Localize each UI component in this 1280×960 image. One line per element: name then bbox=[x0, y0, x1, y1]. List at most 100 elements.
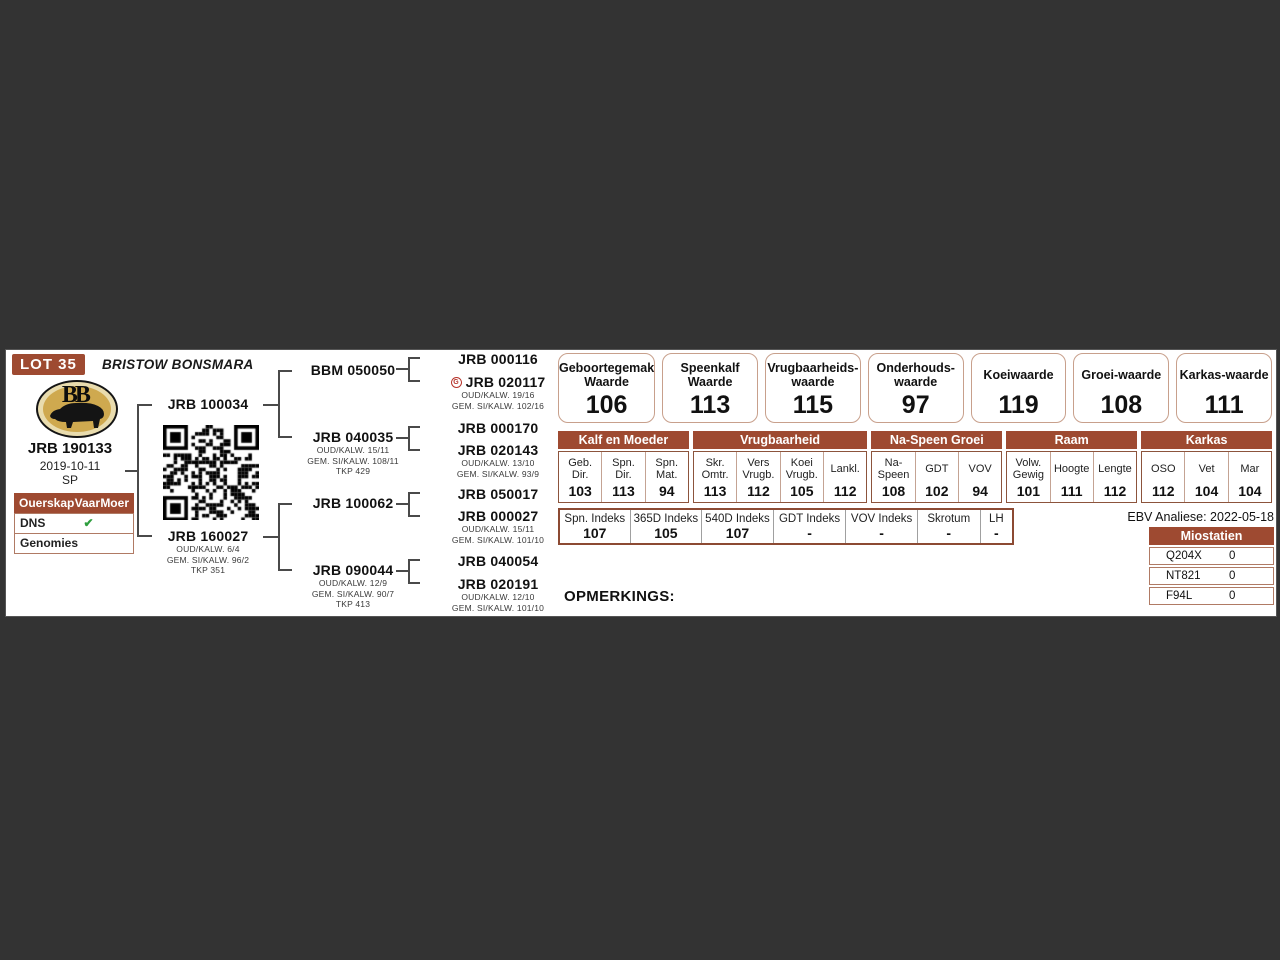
pedigree-animal-id: JRB 020143 bbox=[457, 442, 539, 458]
ebv-cell-value: 94 bbox=[972, 483, 988, 499]
pedigree-bracket-gg1 bbox=[408, 357, 420, 382]
index-cell: LH - bbox=[979, 510, 1012, 543]
ebv-group-header: Na-Speen Groei bbox=[871, 431, 1003, 449]
pedigree-animal-id: JRB 090044 bbox=[312, 562, 394, 578]
pedigree-great-grandparent: JRB 000027 OUD/KALW. 15/11 GEM. SI/KALW.… bbox=[438, 508, 558, 545]
index-cell: Spn. Indeks 107 bbox=[560, 510, 630, 543]
pedigree-bracket-parents bbox=[137, 404, 152, 537]
ebv-cell-label: Na-Speen bbox=[877, 456, 910, 481]
ebv-cell: Spn. Mat. 94 bbox=[644, 452, 688, 502]
ebv-group-header: Vrugbaarheid bbox=[692, 431, 868, 449]
miostatien-table: Miostatien Q204X 0 NT821 0 F94L 0 bbox=[1149, 527, 1274, 605]
ebv-cell-label: Skr. Omtr. bbox=[701, 456, 729, 481]
pedigree-detail: OUD/KALW. 6/4 bbox=[176, 544, 240, 554]
ebv-cell: Vet 104 bbox=[1184, 452, 1227, 502]
ebv-cell-value: 112 bbox=[833, 483, 857, 499]
index-cell: 365D Indeks 105 bbox=[629, 510, 702, 543]
pedigree-detail: GEM. SI/KALW. 93/9 bbox=[456, 468, 540, 479]
ebv-group-kalf-en-moeder: Kalf en Moeder Geb. Dir. 103 Spn. Dir. 113… bbox=[558, 431, 689, 503]
ebv-cell: Lankl. 112 bbox=[823, 452, 866, 502]
parentage-table: Ouerskap Vaar Moer DNS ✔ Genomies bbox=[14, 493, 134, 554]
value-box-karkas: Karkas-waarde 111 bbox=[1176, 353, 1273, 423]
miostatien-header: Miostatien bbox=[1149, 527, 1274, 545]
gene-value: 0 bbox=[1229, 550, 1236, 562]
ebv-group-body: Volw. Gewig 101 Hoogte 111 Lengte 112 bbox=[1006, 451, 1138, 503]
ebv-cell-label: Mar bbox=[1240, 462, 1260, 475]
pedigree-connector bbox=[396, 503, 409, 505]
pedigree-grandparent: JRB 090044 OUD/KALW. 12/9 GEM. SI/KALW. … bbox=[293, 562, 413, 610]
ebv-cell-value: 113 bbox=[612, 483, 635, 499]
pedigree-great-grandparent: JRB 050017 bbox=[438, 486, 558, 502]
value-box-label: Koeiwaarde bbox=[983, 368, 1054, 382]
ebv-cell-value: 112 bbox=[747, 483, 770, 499]
ebv-group-body: Geb. Dir. 103 Spn. Dir. 113 Spn. Mat. 94 bbox=[558, 451, 689, 503]
ebv-cell-label: OSO bbox=[1151, 462, 1176, 475]
miostatien-row: NT821 0 bbox=[1149, 567, 1274, 585]
pedigree-connector bbox=[263, 536, 279, 538]
value-box-value: 106 bbox=[585, 391, 628, 419]
parentage-header-vaar: Vaar bbox=[74, 496, 101, 510]
index-label: Skrotum bbox=[927, 513, 971, 525]
pedigree-bracket-dam bbox=[278, 503, 292, 571]
parentage-row-genomies: Genomies bbox=[15, 533, 133, 553]
remarks-label: OPMERKINGS: bbox=[564, 588, 675, 605]
pedigree-animal-id: JRB 000116 bbox=[458, 351, 538, 367]
parentage-row-dns: DNS ✔ bbox=[15, 514, 133, 533]
ebv-cell-label: Vers Vrugb. bbox=[742, 456, 775, 481]
ebv-group-header: Raam bbox=[1006, 431, 1138, 449]
pedigree-detail: GEM. SI/KALW. 96/2 bbox=[166, 554, 250, 565]
ebv-cell-value: 101 bbox=[1016, 483, 1041, 499]
ebv-table: Kalf en Moeder Geb. Dir. 103 Spn. Dir. 113… bbox=[558, 431, 1272, 503]
value-box-label: Groei-waarde bbox=[1081, 368, 1162, 382]
ebv-cell: VOV 94 bbox=[957, 452, 1001, 502]
pedigree-detail: OUD/KALW. 13/10 bbox=[461, 458, 535, 468]
value-box-value: 113 bbox=[689, 391, 731, 419]
ebv-group-header: Karkas bbox=[1141, 431, 1272, 449]
ebv-cell-label: Spn. Mat. bbox=[655, 456, 679, 481]
pedigree-connector bbox=[396, 437, 409, 439]
ebv-analysis-date: EBV Analiese: 2022-05-18 bbox=[1127, 510, 1274, 524]
parentage-row-label: Genomies bbox=[20, 536, 79, 550]
parentage-header-ouerskap: Ouerskap bbox=[19, 496, 75, 510]
parentage-header: Ouerskap Vaar Moer bbox=[14, 493, 134, 513]
ebv-cell: Geb. Dir. 103 bbox=[559, 452, 601, 502]
pedigree-detail: GEM. SI/KALW. 101/10 bbox=[451, 534, 545, 545]
ebv-cell-label: Spn. Dir. bbox=[612, 456, 635, 481]
index-value: 105 bbox=[654, 525, 678, 541]
pedigree-animal-id: JRB 100034 bbox=[167, 396, 249, 412]
index-label: Spn. Indeks bbox=[564, 513, 626, 525]
value-boxes-row: Geboortegemak Waarde 106 Speenkalf Waard… bbox=[558, 353, 1273, 423]
ebv-cell-label: Lengte bbox=[1098, 462, 1132, 475]
value-box-koei: Koeiwaarde 119 bbox=[970, 353, 1067, 423]
pedigree-animal-id: JRB 020191 bbox=[457, 576, 539, 592]
index-cell: VOV Indeks - bbox=[845, 510, 917, 543]
pedigree-detail: OUD/KALW. 12/9 bbox=[318, 578, 388, 588]
value-box-value: 111 bbox=[1204, 391, 1244, 419]
gene-label: NT821 bbox=[1166, 570, 1201, 582]
miostatien-row: F94L 0 bbox=[1149, 587, 1274, 605]
index-table: Spn. Indeks 107 365D Indeks 105 540D Indek… bbox=[558, 508, 1014, 545]
value-box-value: 119 bbox=[998, 391, 1039, 419]
index-value: - bbox=[946, 525, 952, 541]
ebv-cell: Hoogte 111 bbox=[1049, 452, 1093, 502]
red-seal-icon: G bbox=[450, 376, 462, 388]
ebv-cell-value: 102 bbox=[925, 483, 949, 499]
ebv-group-karkas: Karkas OSO 112 Vet 104 Mar 104 bbox=[1141, 431, 1272, 503]
pedigree-bracket-gg2 bbox=[408, 426, 420, 451]
ebv-cell-label: Koei Vrugb. bbox=[785, 456, 818, 481]
pedigree-animal-id: JRB 100062 bbox=[312, 495, 394, 511]
index-cell: GDT Indeks - bbox=[772, 510, 846, 543]
value-box-label: Vrugbaarheids-waarde bbox=[767, 361, 859, 389]
ebv-cell-label: Vet bbox=[1198, 462, 1215, 475]
value-box-value: 108 bbox=[1100, 391, 1143, 419]
value-box-vrugbaarheid: Vrugbaarheids-waarde 115 bbox=[764, 353, 861, 423]
lot-badge: LOT 35 bbox=[12, 354, 85, 375]
pedigree-detail: GEM. SI/KALW. 102/16 bbox=[451, 400, 545, 411]
ebv-cell-value: 113 bbox=[703, 483, 727, 499]
index-cell: 540D Indeks 107 bbox=[701, 510, 773, 543]
pedigree-great-grandparent: JRB 040054 bbox=[438, 553, 558, 569]
value-box-onderhoud: Onderhouds-waarde 97 bbox=[867, 353, 964, 423]
logo-bb-text: BB bbox=[61, 382, 91, 408]
ebv-cell: Na-Speen 108 bbox=[872, 452, 914, 502]
pedigree-connector bbox=[125, 470, 138, 472]
